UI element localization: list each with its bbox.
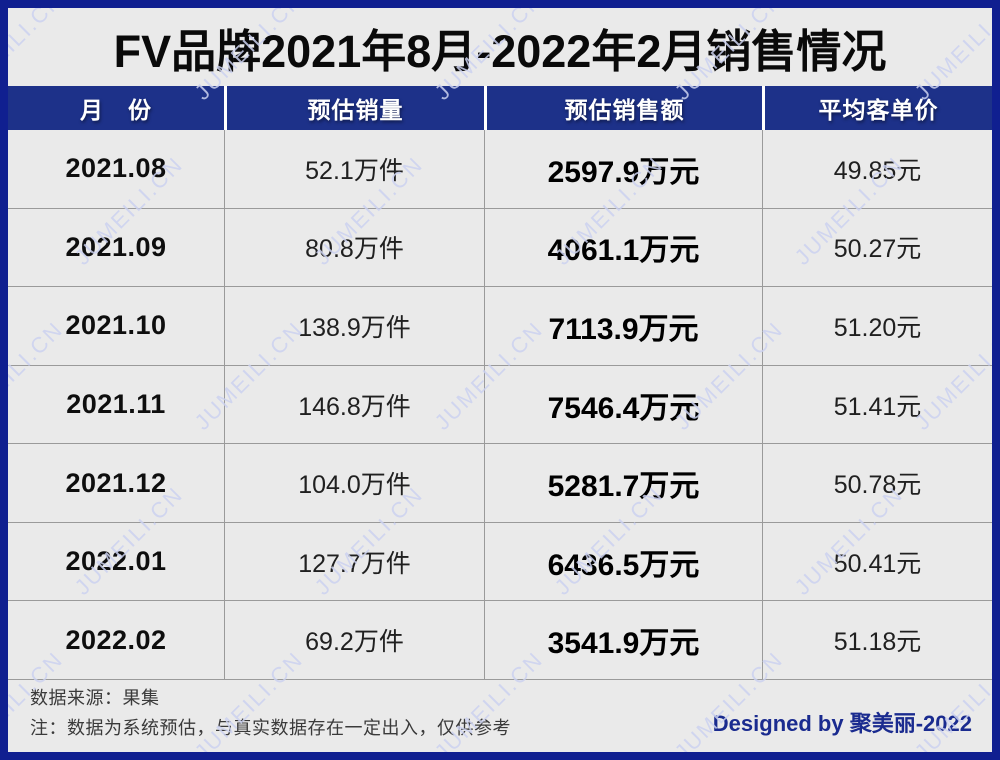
cell-volume: 127.7万件 [224, 522, 484, 601]
table-footer: 数据来源：果集 注：数据为系统预估，与真实数据存在一定出入，仅供参考 Desig… [8, 680, 992, 752]
disclaimer-note: 注：数据为系统预估，与真实数据存在一定出入，仅供参考 [30, 718, 511, 738]
cell-price: 50.78元 [762, 444, 992, 522]
table-row: 2021.12 104.0万件 5281.7万元 50.78元 [8, 444, 992, 523]
cell-price: 51.20元 [762, 287, 992, 365]
cell-volume: 138.9万件 [224, 287, 484, 365]
footer-notes: 数据来源：果集 注：数据为系统预估，与真实数据存在一定出入，仅供参考 [30, 684, 511, 740]
cell-amount: 4061.1万元 [484, 208, 762, 287]
cell-price: 51.18元 [762, 601, 992, 680]
cell-price: 50.27元 [762, 208, 992, 287]
table-row: 2022.02 69.2万件 3541.9万元 51.18元 [8, 601, 992, 681]
cell-amount: 6436.5万元 [484, 522, 762, 601]
table-row: 2022.01 127.7万件 6436.5万元 50.41元 [8, 522, 992, 602]
cell-price: 50.41元 [762, 522, 992, 601]
cell-month: 2021.12 [65, 467, 167, 498]
column-header-month: 月 份 [80, 97, 152, 123]
cell-amount: 2597.9万元 [484, 130, 762, 208]
cell-amount: 7113.9万元 [484, 287, 762, 365]
cell-volume: 69.2万件 [224, 601, 484, 680]
cell-price: 49.85元 [762, 130, 992, 208]
page-title: FV品牌2021年8月-2022年2月销售情况 [113, 25, 887, 77]
table-row: 2021.09 80.8万件 4061.1万元 50.27元 [8, 208, 992, 288]
cell-volume: 104.0万件 [224, 444, 484, 522]
cell-month: 2021.11 [66, 389, 166, 420]
table-header: 月 份 预估销量 预估销售额 平均客单价 [8, 86, 992, 130]
table-row: 2021.08 52.1万件 2597.9万元 49.85元 [8, 130, 992, 209]
table-row: 2021.11 146.8万件 7546.4万元 51.41元 [8, 365, 992, 445]
cell-month: 2021.08 [65, 153, 167, 184]
cell-volume: 52.1万件 [224, 130, 484, 208]
column-header-amount: 预估销售额 [484, 86, 762, 130]
cell-month: 2021.09 [65, 231, 167, 262]
cell-amount: 7546.4万元 [484, 365, 762, 444]
cell-amount: 3541.9万元 [484, 601, 762, 680]
column-header-price: 平均客单价 [762, 86, 992, 130]
cell-amount: 5281.7万元 [484, 444, 762, 522]
table-body: 2021.08 52.1万件 2597.9万元 49.85元 2021.09 8… [8, 130, 992, 681]
data-source-note: 数据来源：果集 [30, 688, 160, 708]
cell-price: 51.41元 [762, 365, 992, 444]
cell-month: 2021.10 [65, 310, 167, 341]
column-header-volume: 预估销量 [224, 86, 484, 130]
cell-volume: 80.8万件 [224, 208, 484, 287]
cell-volume: 146.8万件 [224, 365, 484, 444]
cell-month: 2022.02 [65, 624, 167, 655]
table-row: 2021.10 138.9万件 7113.9万元 51.20元 [8, 287, 992, 366]
designer-credit: Designed by 聚美丽-2022 [712, 711, 972, 736]
cell-month: 2022.01 [65, 546, 167, 577]
